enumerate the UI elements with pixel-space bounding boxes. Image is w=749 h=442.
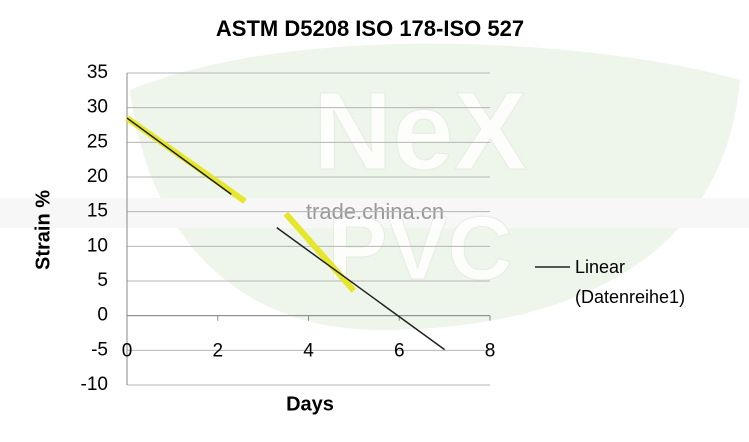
y-tick-label: 30 [87, 97, 108, 118]
y-tick-label: 10 [87, 235, 108, 256]
y-tick-label: 0 [97, 305, 108, 326]
y-tick-label: 15 [87, 201, 108, 222]
y-tick-label: 20 [87, 166, 108, 187]
x-axis-label: Days [286, 393, 334, 415]
x-tick-label: 6 [394, 341, 405, 362]
watermark-leaf [130, 43, 740, 330]
watermark-band [0, 198, 749, 228]
y-tick-label: 25 [87, 131, 108, 152]
x-tick-label: 2 [212, 341, 223, 362]
y-tick-label: -10 [81, 374, 108, 395]
watermark: NeX [313, 70, 527, 193]
x-tick-label: 4 [303, 341, 314, 362]
x-tick-label: 0 [122, 341, 133, 362]
series-line [126, 117, 446, 351]
y-axis-label: Strain % [32, 190, 54, 270]
legend-label: Linear (Datenreihe1) [575, 257, 685, 307]
watermark: PVC [327, 199, 512, 299]
y-tick-label: -5 [91, 339, 108, 360]
chart-title: ASTM D5208 ISO 178-ISO 527 [216, 16, 524, 41]
x-tick-label: 8 [485, 341, 496, 362]
y-tick-label: 5 [97, 270, 108, 291]
y-tick-label: 35 [87, 62, 108, 83]
